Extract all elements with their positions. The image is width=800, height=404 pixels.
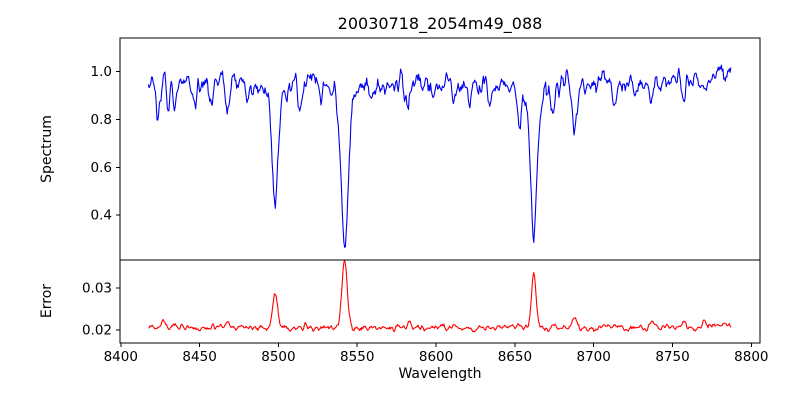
error-panel-frame xyxy=(119,259,761,344)
spectrum-y-tick-label: 1.0 xyxy=(91,64,112,80)
y-axis-label-error: Error xyxy=(39,284,55,318)
x-tick-label: 8450 xyxy=(182,349,216,365)
spectrum-y-tick-label: 0.4 xyxy=(91,208,112,224)
x-tick-label: 8600 xyxy=(419,349,453,365)
error-curve xyxy=(148,260,732,333)
error-y-tick-label: 0.03 xyxy=(82,281,112,297)
spectrum-curve xyxy=(147,64,732,248)
spectrum-y-tick-label: 0.6 xyxy=(91,160,112,176)
spectrum-y-tick-label: 0.8 xyxy=(91,112,112,128)
x-tick-label: 8750 xyxy=(655,349,689,365)
x-tick-label: 8400 xyxy=(104,349,138,365)
spectrum-panel-frame xyxy=(119,37,761,261)
x-tick-label: 8550 xyxy=(340,349,374,365)
x-tick-label: 8800 xyxy=(734,349,768,365)
x-tick-label: 8700 xyxy=(577,349,611,365)
x-tick-label: 8650 xyxy=(498,349,532,365)
x-axis-label: Wavelength xyxy=(398,366,481,382)
plot-title: 20030718_2054m49_088 xyxy=(338,14,543,34)
plot-generated-content: 0.4 0.6 0.8 1.0 0.02 0.03 8400 8450 8500 8550 8600… xyxy=(82,37,769,365)
error-y-tick-label: 0.02 xyxy=(82,323,112,339)
y-axis-label-spectrum: Spectrum xyxy=(39,115,55,183)
x-tick-label: 8500 xyxy=(261,349,295,365)
